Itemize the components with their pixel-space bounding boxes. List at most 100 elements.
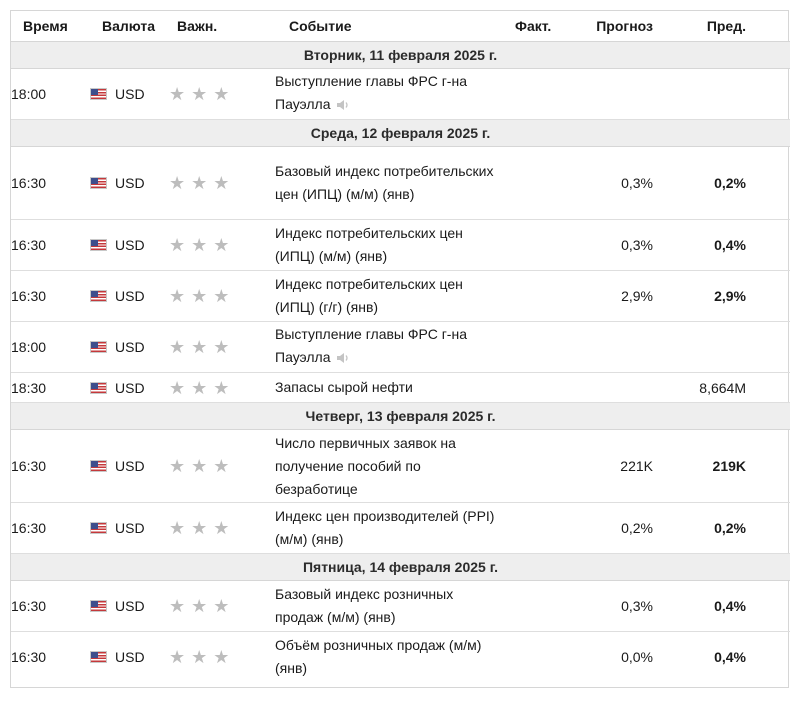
us-flag-icon [90, 239, 107, 251]
speaker-icon[interactable] [336, 95, 350, 118]
star-icon: ★ [169, 286, 186, 307]
importance-stars: ★ ★ ★ [169, 632, 275, 683]
header-forecast[interactable]: Прогноз [561, 11, 661, 42]
star-icon: ★ [191, 337, 208, 358]
star-icon: ★ [169, 84, 186, 105]
currency-code: USD [115, 175, 145, 191]
star-icon: ★ [213, 456, 230, 477]
event-name[interactable]: Базовый индекс розничных продаж (м/м) (я… [275, 580, 501, 632]
us-flag-icon [90, 381, 107, 394]
event-previous: 0,4% [661, 219, 790, 271]
day-title: Вторник, 11 февраля 2025 г. [11, 41, 790, 69]
importance-stars: ★ ★ ★ [169, 502, 275, 554]
event-previous: 8,664M [661, 372, 790, 403]
us-flag-icon [90, 522, 107, 534]
event-previous: 2,9% [661, 270, 790, 322]
star-icon: ★ [191, 235, 208, 256]
event-name[interactable]: Объём розничных продаж (м/м) (янв) [275, 637, 482, 677]
event-forecast: 0,3% [561, 219, 661, 271]
event-name[interactable]: Индекс потребительских цен (ИПЦ) (м/м) (… [275, 219, 501, 271]
event-time: 18:30 [11, 372, 90, 403]
star-icon: ★ [213, 84, 230, 105]
event-title[interactable]: Выступление главы ФРС г-на Пауэлла [275, 326, 467, 365]
star-icon: ★ [169, 596, 186, 617]
table-row[interactable]: 18:30 USD ★ ★ ★ Запасы сырой нефти 8,664M [11, 372, 790, 403]
star-icon: ★ [213, 337, 230, 358]
star-icon: ★ [169, 456, 186, 477]
table-row[interactable]: 16:30 USD ★ ★ ★ Базовый индекс потребитель… [11, 146, 790, 220]
event-name[interactable]: Индекс потребительских цен (ИПЦ) (г/г) (… [275, 270, 501, 322]
us-flag-icon [90, 290, 107, 302]
header-time[interactable]: Время [11, 11, 90, 42]
header-currency[interactable]: Валюта [90, 11, 169, 42]
event-time: 16:30 [11, 146, 90, 220]
star-icon: ★ [169, 377, 186, 398]
event-currency: USD [90, 372, 169, 403]
event-name[interactable]: Базовый индекс потребительских цен (ИПЦ)… [275, 146, 501, 220]
header-actual[interactable]: Факт. [501, 11, 561, 42]
star-icon: ★ [191, 518, 208, 539]
event-time: 16:30 [11, 580, 90, 632]
event-actual [501, 502, 561, 554]
event-previous: 0,4% [661, 580, 790, 632]
star-icon: ★ [169, 647, 186, 668]
event-name[interactable]: Выступление главы ФРС г-на Пауэлла [275, 321, 501, 373]
event-time: 16:30 [11, 429, 90, 503]
star-icon: ★ [213, 173, 230, 194]
event-currency: USD [90, 146, 169, 220]
day-row: Среда, 12 февраля 2025 г. [11, 119, 790, 147]
us-flag-icon [90, 177, 107, 189]
event-actual [501, 429, 561, 503]
importance-stars: ★ ★ ★ [169, 429, 275, 503]
star-icon: ★ [191, 286, 208, 307]
event-name[interactable]: Индекс цен производителей (PPI) (м/м) (я… [275, 502, 501, 554]
us-flag-icon [90, 341, 107, 353]
table-row[interactable]: 16:30 USD ★ ★ ★ Индекс потребительских цен… [11, 270, 790, 322]
star-icon: ★ [213, 596, 230, 617]
event-name[interactable]: Запасы сырой нефти [275, 372, 501, 403]
day-row: Пятница, 14 февраля 2025 г. [11, 553, 790, 581]
table-row[interactable]: 16:30 USD ★ ★ ★ Индекс потребительских цен… [11, 219, 790, 271]
event-forecast: 221K [561, 429, 661, 503]
currency-code: USD [115, 379, 145, 396]
event-actual [501, 321, 561, 373]
star-icon: ★ [191, 84, 208, 105]
event-forecast: 0,2% [561, 502, 661, 554]
importance-stars: ★ ★ ★ [169, 219, 275, 271]
event-title[interactable]: Выступление главы ФРС г-на Пауэлла [275, 73, 467, 112]
header-event[interactable]: Событие [275, 11, 501, 42]
us-flag-icon [90, 88, 107, 100]
event-actual [501, 632, 561, 683]
event-time: 16:30 [11, 270, 90, 322]
event-name[interactable]: Выступление главы ФРС г-на Пауэлла [275, 68, 501, 120]
table-row[interactable]: 16:30 USD ★ ★ ★ Число первичных заявок на … [11, 429, 790, 503]
speaker-icon[interactable] [336, 348, 350, 371]
star-icon: ★ [213, 518, 230, 539]
event-forecast: 2,9% [561, 270, 661, 322]
event-currency: USD [90, 270, 169, 322]
header-row: Время Валюта Важн. Событие Факт. Прогноз… [11, 11, 790, 42]
event-forecast: 0,3% [561, 580, 661, 632]
event-actual [501, 68, 561, 120]
table-row[interactable]: 16:30 USD ★ ★ ★ Базовый индекс розничных п… [11, 580, 790, 632]
event-currency: USD [90, 219, 169, 271]
event-actual [501, 219, 561, 271]
importance-stars: ★ ★ ★ [169, 372, 275, 403]
header-importance[interactable]: Важн. [169, 11, 275, 42]
event-actual [501, 372, 561, 403]
event-name[interactable]: Число первичных заявок на получение посо… [275, 429, 501, 503]
star-icon: ★ [169, 518, 186, 539]
table-row[interactable]: 16:30 USD ★ ★ ★ Индекс цен производителей … [11, 502, 790, 554]
event-actual [501, 146, 561, 220]
event-currency: USD [90, 632, 169, 683]
currency-code: USD [115, 339, 145, 355]
event-time: 18:00 [11, 68, 90, 120]
star-icon: ★ [213, 647, 230, 668]
table-row[interactable]: 16:30 USD ★ ★ ★ Объём розничных продаж (м/… [11, 632, 790, 683]
header-previous[interactable]: Пред. [661, 11, 790, 42]
table-row[interactable]: 18:00 USD ★ ★ ★ Выступление главы ФРС г-на… [11, 321, 790, 373]
table-row[interactable]: 18:00 USD ★ ★ ★ Выступление главы ФРС г-на… [11, 68, 790, 120]
event-actual [501, 270, 561, 322]
event-forecast [561, 321, 661, 373]
us-flag-icon [90, 651, 107, 664]
